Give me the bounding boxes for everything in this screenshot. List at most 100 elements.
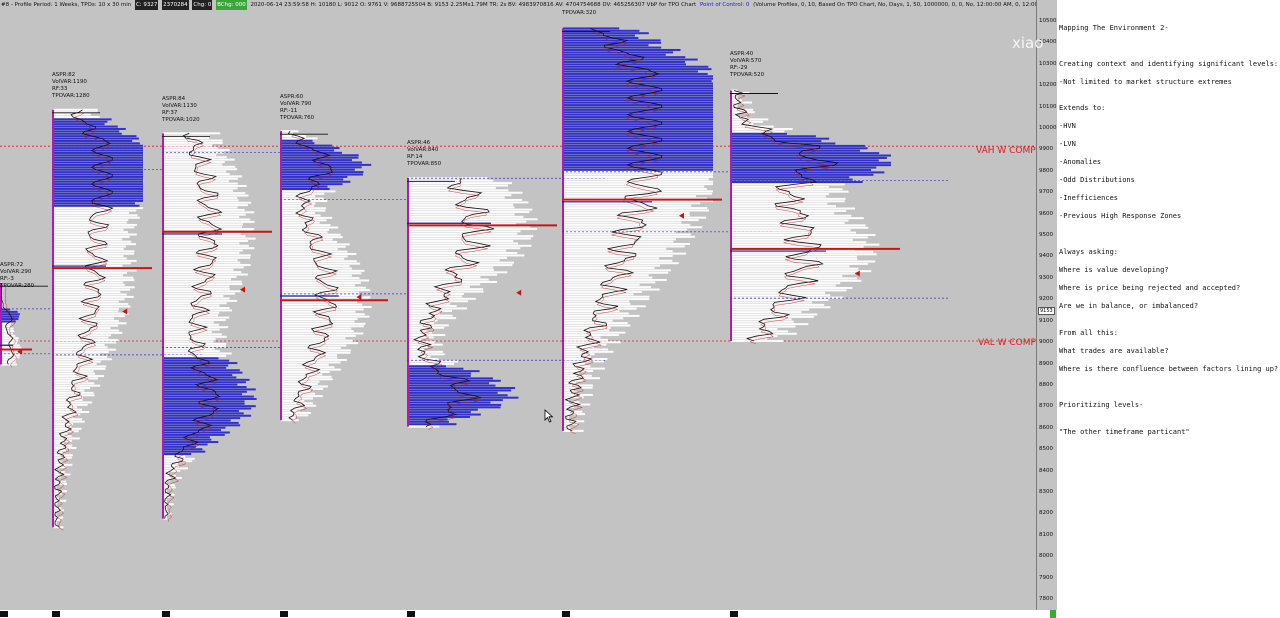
profile-row <box>563 125 713 128</box>
profile-row <box>563 70 698 73</box>
profile-row <box>281 383 318 386</box>
chart-pane[interactable]: #8 - Profile Period: 1 Weeks, TPOs: 10 x… <box>0 0 1057 618</box>
profile-row <box>53 281 124 284</box>
profile-row <box>163 491 167 494</box>
profile-row <box>53 307 119 310</box>
profile-row <box>163 436 210 439</box>
profile-row <box>408 326 445 329</box>
profile-row <box>163 462 178 465</box>
profile-row <box>163 508 167 511</box>
profile-row <box>163 163 223 166</box>
profile-row <box>281 207 327 210</box>
profile-row <box>163 216 240 219</box>
price-tick-label: 8500 <box>1039 446 1053 453</box>
profile-row <box>731 176 850 179</box>
profile-row <box>563 425 569 428</box>
profile-row <box>53 377 98 380</box>
profile-row <box>53 226 135 229</box>
profile-row <box>1 327 14 330</box>
profile-row <box>563 68 712 71</box>
profile-row <box>563 226 703 229</box>
profile-row <box>281 346 341 349</box>
profile-stat-line: ASPR:40 <box>730 51 754 57</box>
profile-row <box>53 300 119 303</box>
profile-row <box>163 132 221 135</box>
profile-row <box>53 391 94 394</box>
profile-row <box>563 180 713 183</box>
profile-row <box>408 420 449 423</box>
profile-row <box>731 195 826 198</box>
profile-row <box>53 132 122 135</box>
profile-row <box>163 445 196 448</box>
profile-row <box>53 396 83 399</box>
profile-row <box>408 235 534 238</box>
profile-row <box>281 368 341 371</box>
profile-row <box>563 185 705 188</box>
profile-row <box>408 201 529 204</box>
header-poc-link[interactable]: Point of Control: 0 <box>699 2 750 8</box>
profile-row <box>281 250 348 253</box>
profile-row <box>731 262 869 265</box>
profile-row <box>281 151 342 154</box>
profile-row <box>408 362 455 365</box>
header-badge-green: BChg: 000 <box>216 0 247 10</box>
profile-row <box>563 307 637 310</box>
profile-row <box>53 394 95 397</box>
profile-row <box>163 225 243 228</box>
profile-row <box>281 399 305 402</box>
profile-row <box>731 253 877 256</box>
profile-row <box>408 403 502 406</box>
profile-row <box>53 180 143 183</box>
profile-row <box>53 135 137 138</box>
profile-row <box>731 115 747 119</box>
profile-row <box>1 310 18 313</box>
profile-row <box>53 279 135 282</box>
profile-row <box>731 168 872 171</box>
profile-row <box>163 189 234 192</box>
profile-row <box>281 171 364 174</box>
profile-plot[interactable] <box>0 10 1036 610</box>
profile-row <box>731 284 836 287</box>
profile-row <box>563 118 713 121</box>
price-tick-label: 9200 <box>1039 296 1053 303</box>
profile-row <box>408 247 521 250</box>
profile-row <box>281 192 325 195</box>
profile-row <box>163 259 238 262</box>
profile-row <box>408 278 489 281</box>
profile-stat-line: RF:14 <box>407 154 423 160</box>
profile-row <box>281 236 343 239</box>
profile-row <box>163 366 227 369</box>
profile-row <box>563 51 673 54</box>
profile-row <box>408 203 514 206</box>
profile-row <box>563 252 687 255</box>
profile-row <box>53 262 131 265</box>
profile-row <box>53 483 67 486</box>
profile-row <box>163 338 216 341</box>
profile-row <box>53 127 126 130</box>
profile-stat-line: VolVAR:570 <box>730 58 762 64</box>
profile-row <box>281 224 331 227</box>
profile-row <box>731 299 829 302</box>
profile-row <box>163 400 245 403</box>
profile-row <box>53 151 143 154</box>
profile-row <box>563 331 626 334</box>
price-axis[interactable]: 10500 10400 10300 10200 10100 10000 9900 9800 97… <box>1036 0 1057 610</box>
chart-header: #8 - Profile Period: 1 Weeks, TPOs: 10 x… <box>0 0 1036 10</box>
profile-row <box>53 408 83 411</box>
profile-row <box>731 197 846 200</box>
profile-row <box>163 206 238 209</box>
profile-row <box>281 178 344 181</box>
profile-row <box>731 166 877 169</box>
developing-value-outline <box>5 286 18 368</box>
profile-row <box>163 450 206 453</box>
profile-row <box>731 173 874 176</box>
profile-row <box>53 418 82 421</box>
profile-row <box>53 259 137 262</box>
profile-row <box>731 200 845 203</box>
profile-row <box>53 257 127 260</box>
scroll-indicator[interactable] <box>1050 610 1056 618</box>
profile-row <box>163 443 208 446</box>
profile-row <box>281 231 328 234</box>
profile-row <box>408 288 483 291</box>
profile-row <box>163 407 252 410</box>
